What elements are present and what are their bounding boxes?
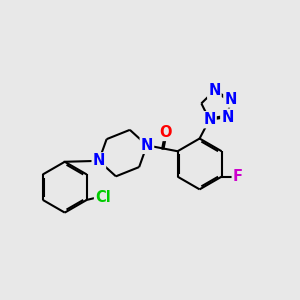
Text: N: N (203, 112, 216, 127)
Text: N: N (224, 92, 237, 106)
Text: O: O (159, 125, 172, 140)
Text: N: N (208, 83, 220, 98)
Text: N: N (221, 110, 234, 124)
Text: N: N (141, 138, 153, 153)
Text: N: N (93, 153, 105, 168)
Text: Cl: Cl (95, 190, 111, 205)
Text: F: F (233, 169, 243, 184)
